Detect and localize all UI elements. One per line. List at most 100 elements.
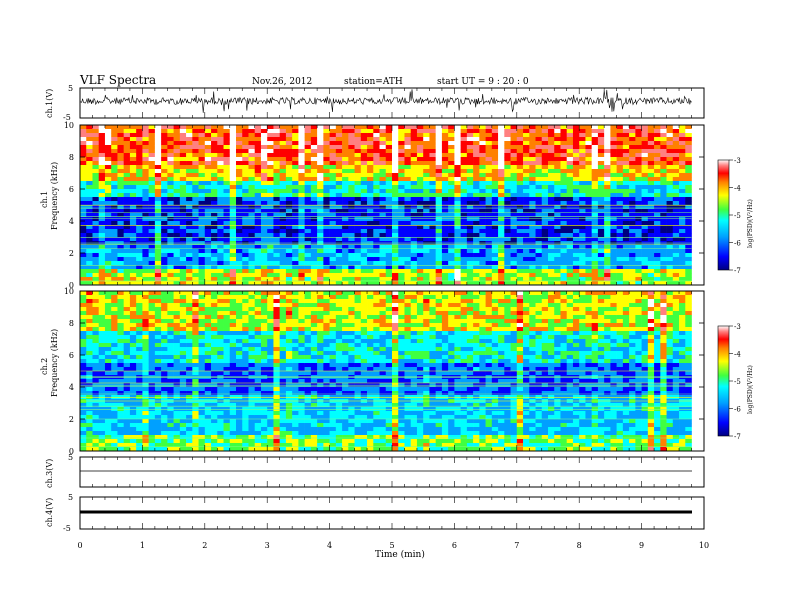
spectrogram-cell [360,153,368,158]
spectrogram-cell [173,415,181,420]
spectrogram-cell [273,249,280,254]
spectrogram-cell [80,281,87,286]
spectrogram-cell [423,177,430,182]
spectrogram-cell [167,447,174,452]
spectrogram-cell [167,391,174,396]
spectrogram-cell [92,431,100,436]
spectrogram-cell [136,443,143,448]
spectrogram-cell [179,125,187,130]
spectrogram-cell [117,387,124,392]
spectrogram-cell [672,233,680,238]
spectrogram-cell [335,233,343,238]
spectrogram-cell [367,193,374,198]
spectrogram-cell [279,221,287,226]
spectrogram-cell [92,403,100,408]
spectrogram-cell [597,129,605,134]
spectrogram-cell [260,185,268,190]
spectrogram-cell [123,249,131,254]
spectrogram-cell [142,355,149,360]
spectrogram-cell [404,265,412,270]
spectrogram-cell [423,165,430,170]
spectrogram-cell [254,141,262,146]
spectrogram-cell [217,335,224,340]
spectrogram-cell [672,133,680,138]
spectrogram-cell [80,439,87,444]
spectrogram-cell [572,201,580,206]
spectrogram-cell [154,427,162,432]
spectrogram-cell [142,165,149,170]
spectrogram-cell [236,157,243,162]
spectrogram-cell [448,129,455,134]
spectrogram-cell [579,261,586,266]
spectrogram-cell [161,303,168,308]
spectrogram-cell [304,221,312,226]
spectrogram-cell [223,237,231,242]
spectrogram-cell [223,307,231,312]
spectrogram-cell [448,205,455,210]
spectrogram-cell [548,245,555,250]
spectrogram-cell [304,129,312,134]
spectrogram-cell [379,201,387,206]
spectrogram-cell [416,197,424,202]
spectrogram-cell [435,133,443,138]
spectrogram-cell [454,125,461,130]
spectrogram-cell [485,217,493,222]
spectrogram-cell [679,181,686,186]
spectrogram-cell [666,173,674,178]
spectrogram-cell [242,201,249,206]
spectrogram-cell [335,165,343,170]
spectrogram-cell [279,169,287,174]
spectrogram-cell [267,229,274,234]
spectrogram-cell [161,149,168,154]
spectrogram-cell [672,173,680,178]
spectrogram-cell [398,161,405,166]
spectrogram-cell [86,327,93,332]
spectrogram-cell [685,133,692,138]
spectrogram-cell [404,281,412,286]
spectrogram-cell [523,233,530,238]
colorbar-tick-label: -3 [734,157,741,165]
spectrogram-cell [398,141,405,146]
spectrogram-cell [554,141,561,146]
spectrogram-cell [360,165,368,170]
spectrogram-cell [385,145,393,150]
spectrogram-cell [173,303,181,308]
spectrogram-cell [154,359,162,364]
spectrogram-cell [148,273,156,278]
spectrogram-cell [248,253,256,258]
spectrogram-cell [229,125,237,130]
spectrogram-cell [342,149,349,154]
spectrogram-cell [123,141,131,146]
spectrogram-cell [267,257,274,262]
spectrogram-cell [579,209,586,214]
spectrogram-cell [342,189,349,194]
spectrogram-cell [498,145,505,150]
spectrogram-cell [236,145,243,150]
spectrogram-cell [179,323,187,328]
spectrogram-cell [416,245,424,250]
spectrogram-cell [186,221,193,226]
spectrogram-cell [404,165,412,170]
spectrogram-cell [572,261,580,266]
spectrogram-cell [572,209,580,214]
spectrogram-cell [129,165,137,170]
spectrogram-cell [179,447,187,452]
spectrogram-cell [535,129,543,134]
spectrogram-cell [591,209,599,214]
spectrogram-cell [379,253,387,258]
spectrogram-cell [142,217,149,222]
spectrogram-cell [92,133,100,138]
spectrogram-cell [154,323,162,328]
spectrogram-cell [473,273,480,278]
spectrogram-cell [666,205,674,210]
spectrogram-cell [479,173,486,178]
spectrogram-cell [572,205,580,210]
spectrogram-cell [529,209,536,214]
spectrogram-cell [448,153,455,158]
spectrogram-cell [529,145,536,150]
spectrogram-cell [148,291,156,296]
spectrogram-cell [535,261,543,266]
spectrogram-cell [248,277,256,282]
spectrogram-cell [597,205,605,210]
spectrogram-cell [385,229,393,234]
